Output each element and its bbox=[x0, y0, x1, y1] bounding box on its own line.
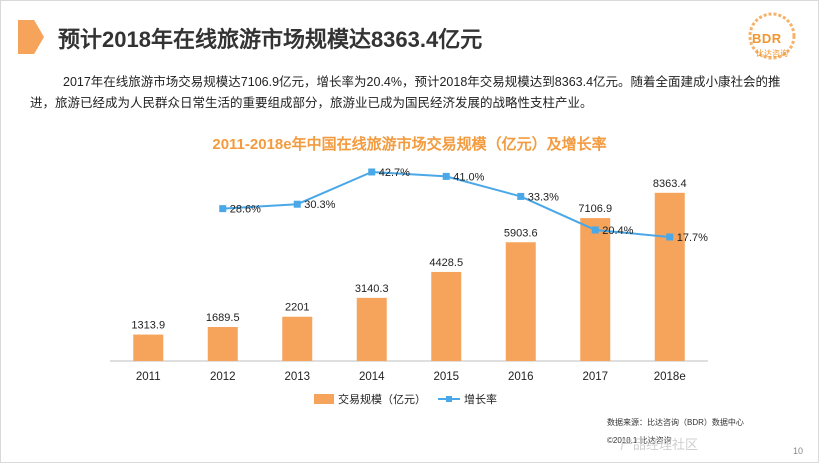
bar-value-label: 2201 bbox=[285, 302, 309, 314]
bar-value-label: 1313.9 bbox=[131, 320, 165, 332]
growth-value-label: 33.3% bbox=[528, 191, 559, 203]
x-tick-label: 2017 bbox=[582, 371, 608, 383]
bar-value-label: 5903.6 bbox=[504, 227, 538, 239]
growth-value-label: 28.6% bbox=[230, 204, 261, 216]
growth-value-label: 20.4% bbox=[602, 225, 633, 237]
data-source: 数据来源：比达咨询（BDR）数据中心 bbox=[607, 418, 744, 427]
x-tick-label: 2013 bbox=[284, 371, 310, 383]
growth-point bbox=[442, 172, 450, 180]
page-number: 10 bbox=[793, 446, 804, 456]
x-tick-label: 2016 bbox=[508, 371, 534, 383]
bdr-logo-icon bbox=[748, 12, 796, 60]
description: 2017年在线旅游市场交易规模达7106.9亿元，增长率为20.4%，预计201… bbox=[30, 75, 781, 110]
legend-line-marker bbox=[446, 396, 452, 402]
copyright: ©2018.1 比达咨询 bbox=[607, 436, 672, 445]
growth-point bbox=[591, 226, 599, 234]
bar-value-label: 3140.3 bbox=[355, 283, 389, 295]
x-tick-label: 2014 bbox=[359, 371, 385, 383]
bar-value-label: 7106.9 bbox=[578, 203, 612, 215]
growth-point bbox=[293, 200, 301, 208]
bar bbox=[431, 271, 462, 361]
bar-value-label: 4428.5 bbox=[429, 257, 463, 269]
growth-value-label: 17.7% bbox=[677, 232, 708, 244]
logo-subtext: 比达咨询 bbox=[756, 49, 788, 58]
bar bbox=[207, 327, 238, 361]
legend-bar-swatch bbox=[314, 394, 334, 404]
growth-value-label: 42.7% bbox=[379, 167, 410, 179]
bar bbox=[356, 297, 387, 361]
legend-line-label: 增长率 bbox=[464, 392, 497, 406]
bar bbox=[654, 192, 685, 361]
watermark: 产品经理社区 bbox=[620, 437, 699, 452]
growth-value-label: 30.3% bbox=[304, 199, 335, 211]
x-tick-label: 2015 bbox=[433, 371, 459, 383]
bar bbox=[580, 218, 611, 361]
bar-value-label: 1689.5 bbox=[206, 312, 240, 324]
growth-point bbox=[666, 233, 674, 241]
growth-point bbox=[368, 168, 376, 176]
bar bbox=[505, 242, 536, 361]
legend-bar-label: 交易规模（亿元） bbox=[338, 392, 426, 406]
x-tick-label: 2011 bbox=[136, 371, 161, 383]
growth-value-label: 41.0% bbox=[453, 171, 484, 183]
bar-value-label: 8363.4 bbox=[653, 178, 687, 190]
growth-point bbox=[219, 205, 227, 213]
logo-text: BDR bbox=[752, 31, 782, 46]
x-tick-label: 2012 bbox=[210, 371, 236, 383]
bar bbox=[282, 316, 313, 361]
slide-title: 预计2018年在线旅游市场规模达8363.4亿元 bbox=[58, 27, 483, 52]
x-tick-label: 2018e bbox=[654, 371, 686, 383]
chart-title: 2011-2018e年中国在线旅游市场交易规模（亿元）及增长率 bbox=[212, 136, 607, 153]
growth-point bbox=[517, 192, 525, 200]
bar bbox=[133, 334, 164, 361]
